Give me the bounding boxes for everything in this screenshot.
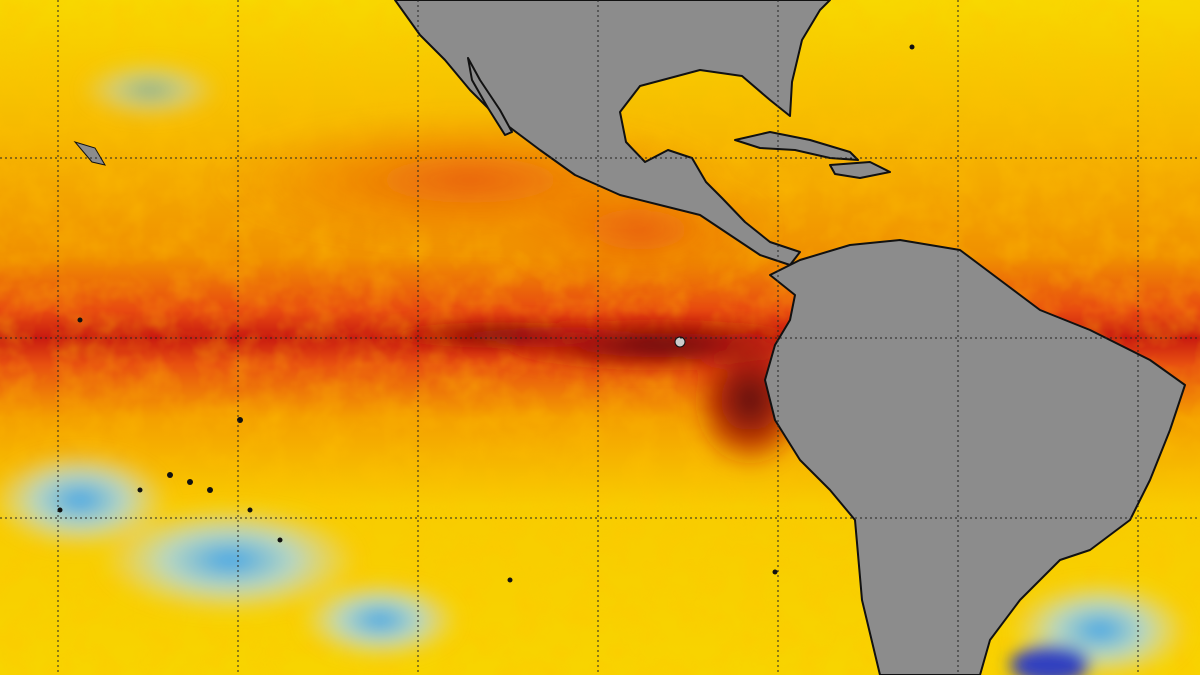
island (277, 537, 283, 543)
galapagos (674, 336, 686, 348)
island (507, 577, 513, 583)
warm-core (380, 321, 620, 349)
cool-patch (0, 450, 170, 550)
island (772, 569, 778, 575)
islands (57, 44, 915, 583)
south-america (764, 239, 1186, 675)
baja-california (467, 57, 513, 136)
island (167, 472, 173, 478)
island (207, 487, 213, 493)
island (247, 507, 253, 513)
land (394, 0, 1186, 675)
cuba (734, 131, 859, 161)
anomaly-patches (0, 60, 1190, 675)
cool-patch (80, 60, 220, 120)
island (187, 479, 193, 485)
hawaii (73, 141, 107, 166)
island (57, 507, 63, 513)
island (137, 487, 143, 493)
island (909, 44, 915, 50)
cool-patch (1010, 645, 1090, 675)
island (77, 317, 83, 323)
hispaniola (829, 161, 891, 179)
cool-patch (100, 505, 360, 615)
cool-patch (300, 580, 460, 660)
